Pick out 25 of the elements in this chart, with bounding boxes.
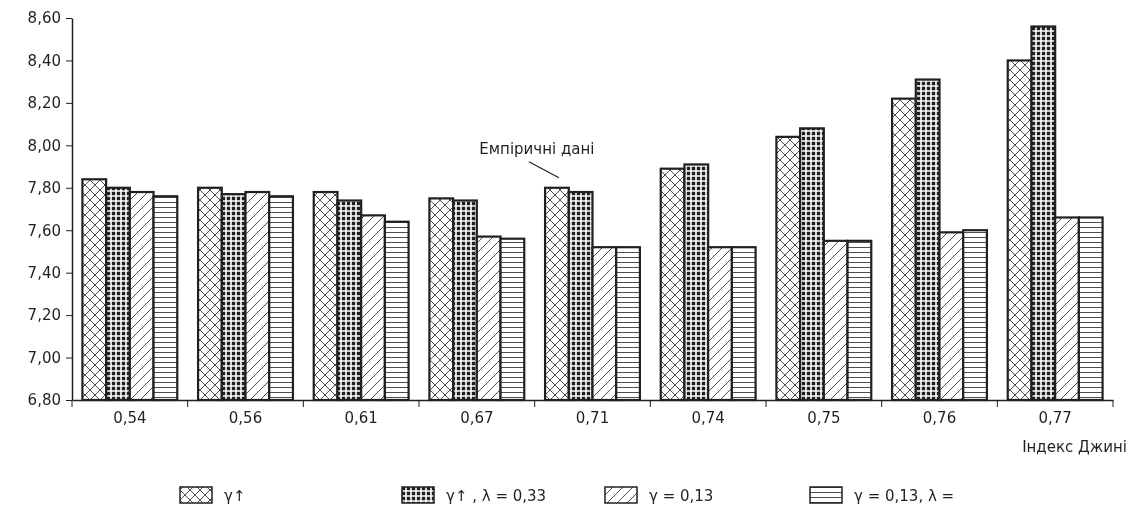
x-axis-title: Індекс Джині <box>1022 438 1127 456</box>
y-tick-label: 8,60 <box>27 9 61 28</box>
y-tick-label: 8,40 <box>27 51 61 70</box>
x-tick-label: 0,67 <box>460 408 494 427</box>
legend-label: γ = 0,13, λ = <box>854 487 955 505</box>
legend-label: γ = 0,13 <box>649 487 714 505</box>
legend-label: γ↑ <box>224 487 246 505</box>
y-tick-label: 6,80 <box>27 391 61 410</box>
y-tick-label: 7,00 <box>27 348 61 367</box>
y-tick-label: 7,20 <box>27 306 61 325</box>
x-tick-label: 0,76 <box>922 408 957 427</box>
x-tick-label: 0,61 <box>344 408 378 427</box>
x-tick-label: 0,74 <box>691 408 725 427</box>
y-tick-label: 8,20 <box>27 94 61 113</box>
x-tick-label: 0,56 <box>228 408 263 427</box>
x-tick-label: 0,71 <box>575 408 610 427</box>
y-tick-label: 7,60 <box>27 221 61 240</box>
x-tick-label: 0,54 <box>113 408 147 427</box>
x-tick-label: 0,75 <box>807 408 841 427</box>
y-tick-label: 7,80 <box>27 179 61 198</box>
legend-label: γ↑ , λ = 0,33 <box>446 487 547 505</box>
y-tick-label: 8,00 <box>27 136 61 155</box>
annotation: Емпіричні дані <box>479 139 595 158</box>
y-tick-label: 7,40 <box>27 263 61 282</box>
x-tick-label: 0,77 <box>1038 408 1072 427</box>
